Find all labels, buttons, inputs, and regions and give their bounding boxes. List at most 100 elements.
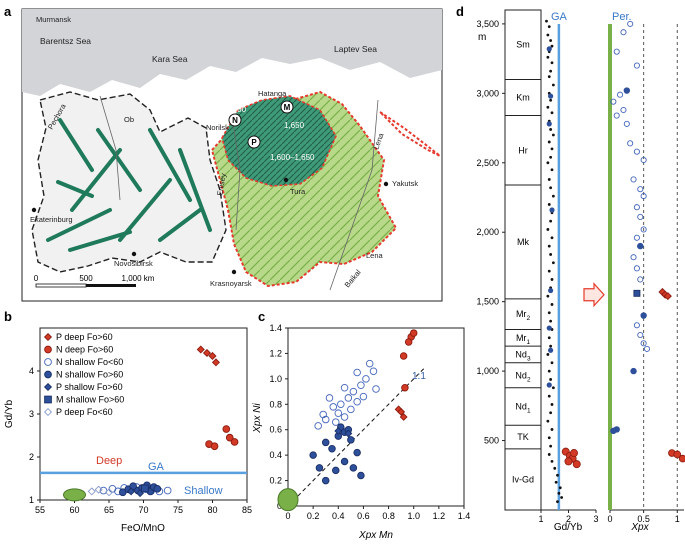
y-tick-label: 2,500 — [476, 158, 499, 168]
label-novosibirsk: Novosibirsk — [114, 259, 153, 268]
panel-label-d: d — [456, 4, 464, 19]
data-point — [547, 178, 551, 181]
data-point — [340, 413, 349, 421]
data-point — [549, 319, 553, 323]
x-tick-label: 2 — [566, 514, 571, 524]
data-point — [613, 48, 620, 55]
data-point — [623, 87, 631, 94]
label-yenisey: Enisey — [215, 172, 228, 196]
data-point — [546, 161, 550, 165]
legend-marker — [43, 332, 53, 342]
data-point — [630, 367, 637, 375]
data-point — [547, 436, 551, 440]
label-laptev-sea: Laptev Sea — [334, 44, 377, 54]
data-point — [547, 244, 551, 248]
data-point — [617, 91, 624, 98]
rivers — [99, 95, 379, 291]
chart-c-ylabel: Xpx Ni — [252, 402, 263, 433]
formation-label: Hr — [518, 145, 528, 155]
data-point — [547, 140, 551, 144]
panel-label-b: b — [4, 309, 12, 324]
scale-label-0: 0 — [34, 274, 39, 283]
legend-label: N shallow Fo>60 — [56, 370, 123, 380]
label-ga-b: GA — [148, 461, 165, 473]
data-point — [546, 228, 550, 231]
legend-label: P deep Fo<60 — [56, 407, 113, 417]
formation-label: Sm — [516, 40, 530, 50]
marker-m: M — [284, 103, 291, 112]
data-point — [673, 450, 682, 459]
data-point — [547, 75, 551, 79]
data-point — [550, 303, 554, 306]
x-tick-label: 0.5 — [637, 514, 650, 524]
panel-label-c: c — [258, 309, 265, 324]
data-point — [340, 457, 349, 466]
map-scale-bar: 0 500 1,000 km — [34, 274, 155, 288]
x-tick-label: 0.4 — [332, 511, 345, 521]
x-tick-label: 3 — [593, 514, 598, 524]
data-point — [637, 186, 644, 193]
data-point — [344, 394, 353, 402]
data-point — [546, 46, 552, 52]
chart-c-axes: 00.20.40.60.81.01.21.400.20.40.60.81.01.… — [269, 323, 470, 521]
legend-marker — [44, 370, 52, 379]
data-point — [548, 287, 554, 294]
data-point — [620, 29, 627, 36]
data-point — [546, 121, 552, 127]
data-point — [357, 471, 365, 480]
data-point — [332, 466, 340, 475]
data-point — [94, 485, 103, 494]
data-point — [127, 487, 136, 496]
data-point — [553, 466, 557, 470]
scale-label-500: 500 — [79, 274, 93, 283]
data-point — [663, 292, 672, 301]
data-point — [550, 44, 554, 48]
data-point — [404, 338, 413, 346]
x-tick-label: 55 — [35, 505, 45, 515]
legend-marker — [43, 407, 53, 417]
data-point — [633, 265, 640, 272]
arctic-sea — [22, 9, 442, 96]
y-tick-label: 0.6 — [269, 425, 282, 435]
data-point — [347, 405, 355, 414]
reference-ellipse — [63, 488, 86, 502]
formation-label: Mk — [517, 237, 529, 247]
data-point — [633, 234, 640, 241]
data-point — [549, 253, 553, 256]
data-point — [572, 460, 581, 469]
data-point — [549, 186, 553, 190]
marker-m-circle — [280, 100, 294, 114]
data-point — [365, 359, 374, 368]
legend-label: M shallow Fo>60 — [56, 395, 124, 405]
chart-b-xlabel: FeO/MnO — [121, 523, 165, 534]
data-point — [633, 62, 640, 69]
data-point — [550, 428, 554, 431]
data-point — [633, 148, 640, 155]
stratigraphic-chart: d m 500 1,000 1,500 2,000 2,500 3,000 3,500 Iv-… — [456, 4, 685, 533]
depth-arrow — [583, 282, 605, 308]
data-point — [551, 83, 555, 87]
data-point — [202, 348, 212, 357]
label-lena-south: Lena — [366, 251, 384, 260]
legend-marker — [44, 395, 52, 404]
place-labels: Murmansk Barentsz Sea Kara Sea Laptev Se… — [30, 15, 418, 289]
data-point — [558, 486, 562, 490]
data-point — [640, 340, 647, 347]
data-point — [550, 61, 554, 65]
data-point — [564, 457, 573, 466]
isoline-1650: 1,650 — [284, 121, 305, 130]
chart-d-right-xlabel: Xpx — [630, 522, 649, 533]
chart-b-ylabel: Gd/Yb — [4, 399, 15, 428]
data-point — [633, 204, 640, 211]
chart-d-left-xlabel: Gd/Yb — [554, 522, 583, 533]
data-point — [678, 454, 685, 463]
data-point — [547, 269, 551, 273]
data-point — [630, 176, 637, 183]
data-point — [87, 487, 96, 496]
data-point — [640, 312, 647, 319]
data-point — [613, 112, 620, 119]
label-one-to-one: 1:1 — [412, 371, 426, 382]
data-point — [627, 140, 634, 147]
x-tick-label: 0.2 — [307, 511, 320, 521]
chart-d-depth-unit: m — [478, 32, 486, 43]
